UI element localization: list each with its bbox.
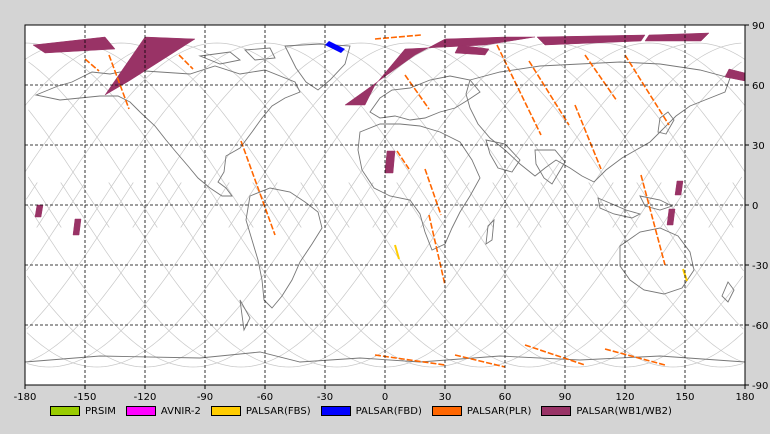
orbit-track [26, 182, 744, 368]
legend-label: PALSAR(WB1/WB2) [576, 405, 672, 417]
wb-scene [72, 218, 82, 236]
plr-strip [604, 348, 666, 366]
plr-strip [374, 354, 446, 366]
legend-swatch [50, 406, 80, 416]
latitude-ticks: 90 60 30 0 -30 -60 -90 [745, 21, 768, 392]
legend-item: AVNIR-2 [125, 405, 201, 417]
orbit-track [26, 182, 744, 368]
orbit-track [27, 182, 744, 368]
wb-scene [536, 34, 646, 46]
lon-tick-label: -60 [257, 392, 273, 403]
plr-strip [640, 174, 666, 266]
orbit-track [26, 182, 743, 368]
lon-tick-label: -180 [14, 392, 37, 403]
lat-tick-label: 60 [752, 81, 765, 92]
orbit-track [28, 42, 745, 228]
lat-tick-label: -90 [752, 381, 768, 392]
wb-scene [644, 32, 710, 42]
plr-strip [454, 354, 506, 368]
plr-strip [396, 150, 410, 170]
lon-tick-label: 30 [439, 392, 452, 403]
plr-strip [524, 344, 586, 366]
plr-strip [496, 44, 542, 136]
plr-strip [108, 54, 130, 110]
wb-scene [32, 36, 116, 54]
orbit-track [26, 182, 744, 368]
plr-strip [240, 140, 276, 236]
plr-strip [424, 168, 442, 216]
wb-scene [674, 180, 684, 196]
plr-strip [404, 74, 430, 110]
lon-tick-label: 0 [382, 392, 388, 403]
legend-item: PALSAR(WB1/WB2) [541, 406, 672, 417]
lat-tick-label: 0 [752, 201, 758, 212]
plr-strip [178, 54, 194, 70]
plr-strip [574, 104, 602, 170]
wb-scene [454, 44, 490, 56]
orbit-track [348, 182, 710, 368]
legend-item: PALSAR(PLR) [431, 405, 532, 417]
legend-swatch [541, 406, 572, 416]
fbs-strip [394, 244, 400, 260]
fbd-scene [325, 41, 345, 53]
orbit-track [26, 182, 744, 368]
lat-tick-label: 30 [752, 141, 765, 152]
graticule [25, 25, 745, 385]
legend-swatch [320, 406, 351, 416]
legend-swatch [125, 406, 156, 416]
plr-strip [584, 54, 618, 102]
orbit-track [28, 42, 745, 228]
lon-tick-label: 180 [735, 392, 754, 403]
orbit-track [26, 182, 744, 368]
legend-label: AVNIR-2 [160, 405, 201, 417]
lon-tick-label: -90 [197, 392, 213, 403]
coastlines [24, 43, 746, 363]
lon-tick-label: 120 [615, 392, 634, 403]
legend-label: PALSAR(FBD) [355, 405, 422, 417]
legend-item: PALSAR(FBS) [210, 405, 311, 417]
lon-tick-label: 60 [499, 392, 512, 403]
plr-strip [84, 58, 100, 72]
wb-scene [384, 150, 396, 174]
lat-tick-label: -30 [752, 261, 768, 272]
plr-strip [528, 60, 570, 126]
legend-swatch [210, 406, 241, 416]
plr-strip [624, 54, 670, 126]
wb-scene [344, 36, 536, 106]
lon-tick-label: -30 [317, 392, 333, 403]
lon-tick-label: -120 [134, 392, 157, 403]
lon-tick-label: 150 [675, 392, 694, 403]
lat-tick-label: -60 [752, 321, 768, 332]
legend-label: PALSAR(PLR) [466, 405, 532, 417]
legend: PRSIM AVNIR-2 PALSAR(FBS) PALSAR(FBD) PALSAR… [50, 403, 682, 419]
plr-strip [428, 214, 446, 286]
wb-scene [666, 208, 676, 226]
lon-tick-label: 90 [559, 392, 572, 403]
legend-label: PALSAR(FBS) [245, 405, 311, 417]
orbit-track [27, 42, 745, 228]
lon-tick-label: -150 [74, 392, 97, 403]
legend-item: PRSIM [50, 406, 116, 417]
legend-item: PALSAR(FBD) [320, 405, 422, 417]
scene-footprints [32, 32, 746, 368]
lat-tick-label: 90 [752, 21, 765, 32]
legend-label: PRSIM [85, 405, 116, 417]
longitude-ticks: -180 -150 -120 -90 -60 -30 0 30 60 90 120 150 180 [14, 385, 755, 403]
orbit-track [26, 182, 744, 368]
legend-swatch [431, 406, 462, 416]
wb-scene [104, 36, 196, 96]
